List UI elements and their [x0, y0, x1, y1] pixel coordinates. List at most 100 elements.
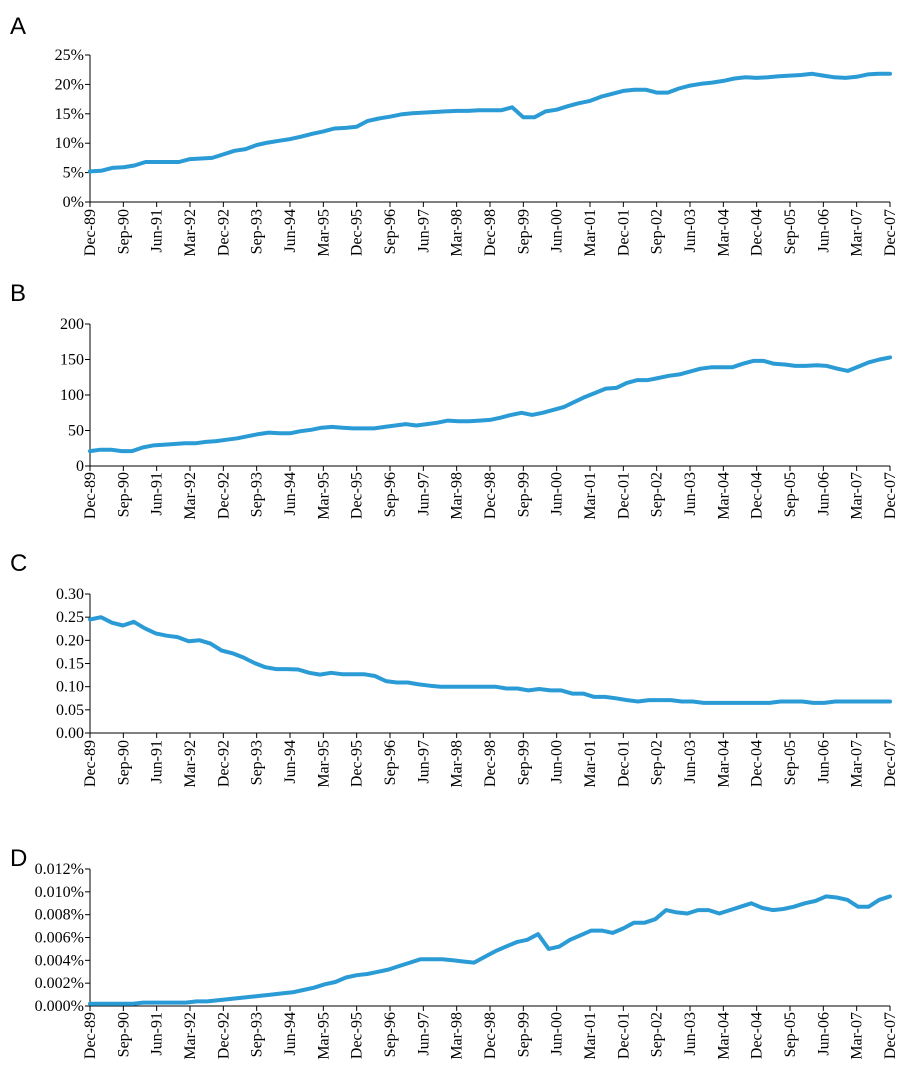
x-tick-label: Mar-92 [182, 209, 199, 257]
panel-A: A 0% 5% 10% 15% 20% 25% Dec-89 Sep-90 Jun-91 Mar-9… [10, 13, 899, 257]
x-tick-label: Jun-03 [682, 740, 699, 784]
x-tick-label: Jun-97 [415, 1012, 432, 1056]
x-tick-label: Sep-99 [515, 209, 532, 254]
x-tick-label: Sep-96 [382, 1012, 399, 1057]
x-tick-label: Sep-96 [382, 209, 399, 254]
x-tick-label: Dec-01 [615, 209, 632, 256]
y-tick-label: 0.006% [35, 930, 84, 947]
x-tick-label: Mar-92 [182, 1012, 199, 1060]
x-tick-label: Sep-02 [649, 472, 666, 517]
x-tick-label: Sep-02 [649, 740, 666, 785]
x-tick-label: Dec-98 [482, 740, 499, 787]
series-line [88, 355, 892, 454]
y-tick-label: 0.00 [56, 725, 84, 742]
y-tick-label: 200 [60, 316, 84, 333]
x-tick-label: Mar-01 [582, 472, 599, 520]
x-tick-label: Mar-04 [715, 472, 732, 520]
x-tick-label: Dec-89 [82, 740, 99, 787]
x-tick-label: Mar-07 [849, 472, 866, 520]
x-tick-label: Jun-06 [815, 472, 832, 516]
x-tick-label: Dec-04 [749, 209, 766, 256]
x-tick-label: Dec-92 [215, 472, 232, 519]
x-tick-label: Sep-90 [115, 472, 132, 517]
panel-label: B [10, 280, 26, 307]
y-tick-label: 5% [63, 165, 84, 182]
y-tick-label: 0% [63, 194, 84, 211]
x-tick-label: Sep-99 [515, 472, 532, 517]
x-tick-label: Sep-99 [515, 740, 532, 785]
x-tick-label: Sep-93 [249, 209, 266, 254]
x-tick-label: Jun-00 [549, 209, 566, 253]
x-tick-label: Dec-92 [215, 740, 232, 787]
y-tick-label: 0.000% [35, 998, 84, 1015]
panel-D: D 0.000% 0.002% 0.004% 0.006% 0.008% 0.010% 0.0… [10, 845, 899, 1060]
y-tick-label: 100 [60, 387, 84, 404]
y-tick-label: 0.008% [35, 907, 84, 924]
x-tick-label: Mar-01 [582, 209, 599, 257]
x-tick-label: Jun-00 [549, 1012, 566, 1056]
x-tick-label: Dec-95 [349, 1012, 366, 1059]
x-tick-label: Sep-02 [649, 1012, 666, 1057]
series-line [88, 615, 892, 705]
x-tick-label: Jun-03 [682, 209, 699, 253]
x-tick-label: Dec-98 [482, 472, 499, 519]
y-tick-label: 0.002% [35, 975, 84, 992]
x-tick-label: Dec-04 [749, 740, 766, 787]
x-tick-label: Jun-91 [149, 1012, 166, 1056]
x-tick-label: Jun-06 [815, 740, 832, 784]
x-tick-label: Jun-97 [415, 209, 432, 253]
x-tick-label: Mar-98 [449, 472, 466, 520]
x-tick-label: Mar-95 [315, 209, 332, 257]
y-tick-label: 10% [55, 135, 84, 152]
x-tick-label: Dec-89 [82, 1012, 99, 1059]
x-tick-label: Mar-04 [715, 1012, 732, 1060]
y-tick-label: 20% [55, 76, 84, 93]
x-tick-label: Jun-00 [549, 472, 566, 516]
x-tick-label: Dec-89 [82, 472, 99, 519]
x-tick-label: Sep-05 [782, 209, 799, 254]
x-tick-label: Mar-92 [182, 740, 199, 788]
x-tick-label: Mar-07 [849, 1012, 866, 1060]
x-tick-label: Mar-98 [449, 1012, 466, 1060]
x-tick-label: Sep-05 [782, 472, 799, 517]
x-tick-label: Jun-03 [682, 472, 699, 516]
x-tick-label: Mar-01 [582, 1012, 599, 1060]
x-tick-label: Mar-98 [449, 209, 466, 257]
x-tick-label: Jun-94 [282, 209, 299, 253]
x-tick-label: Mar-95 [315, 1012, 332, 1060]
panel-label: D [10, 845, 27, 872]
x-tick-label: Mar-92 [182, 472, 199, 520]
y-tick-label: 0.30 [56, 586, 84, 603]
x-tick-label: Dec-01 [615, 740, 632, 787]
y-tick-label: 0.10 [56, 679, 84, 696]
panel-label: A [10, 13, 26, 40]
y-tick-label: 0.15 [56, 656, 84, 673]
x-tick-label: Sep-93 [249, 1012, 266, 1057]
y-tick-label: 15% [55, 106, 84, 123]
x-tick-label: Sep-93 [249, 472, 266, 517]
y-tick-label: 50 [68, 423, 84, 440]
x-tick-label: Dec-04 [749, 1012, 766, 1059]
x-tick-label: Sep-05 [782, 740, 799, 785]
series-line [88, 894, 892, 1006]
x-tick-label: Mar-01 [582, 740, 599, 788]
x-tick-label: Jun-97 [415, 740, 432, 784]
x-tick-label: Dec-95 [349, 209, 366, 256]
x-tick-label: Mar-07 [849, 209, 866, 257]
x-tick-label: Sep-96 [382, 740, 399, 785]
panel-label: C [10, 550, 27, 577]
y-tick-label: 0.25 [56, 609, 84, 626]
x-tick-label: Jun-91 [149, 740, 166, 784]
series-line [88, 71, 892, 174]
x-tick-label: Mar-95 [315, 740, 332, 788]
y-tick-label: 0.012% [35, 861, 84, 878]
y-tick-label: 0.20 [56, 632, 84, 649]
x-tick-label: Dec-07 [882, 1012, 899, 1059]
x-tick-label: Dec-98 [482, 1012, 499, 1059]
x-tick-label: Jun-06 [815, 1012, 832, 1056]
x-tick-label: Sep-02 [649, 209, 666, 254]
x-tick-label: Jun-94 [282, 1012, 299, 1056]
x-tick-label: Dec-89 [82, 209, 99, 256]
x-tick-label: Mar-04 [715, 740, 732, 788]
